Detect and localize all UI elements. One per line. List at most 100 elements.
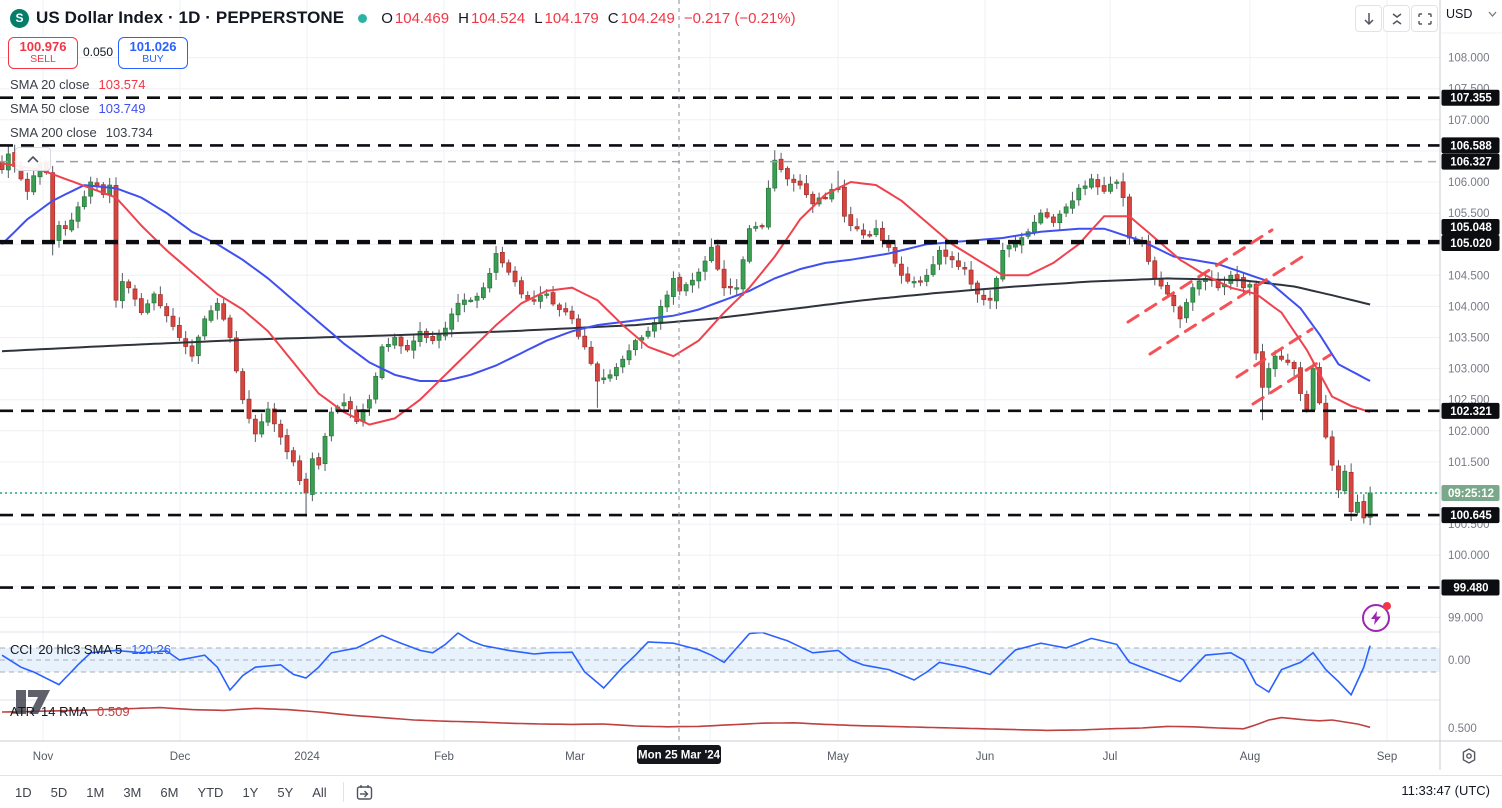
cci-line [1,631,1371,697]
price-axis-label-text: 09:25:12 [1448,488,1494,500]
quick-trade-button[interactable] [1362,602,1391,632]
price-tick-label: 0.500 [1448,723,1477,735]
range-1y-button[interactable]: 1Y [242,784,259,800]
sma50-label: SMA 50 close [10,101,90,116]
price-axis-label-text: 106.588 [1450,140,1492,152]
collapse-icon [1392,12,1401,25]
sma200-label: SMA 200 close [10,125,97,140]
legend-sma20[interactable]: SMA 20 close 103.574 [10,76,146,93]
time-axis[interactable]: Nov Dec 2024 Feb Mar May Jun Jul Aug Sep Mon 25 Ma… [33,745,1397,764]
time-tick-label: Jun [976,751,995,763]
range-all-button[interactable]: All [312,784,327,800]
notification-dot [1383,602,1391,610]
range-5d-button[interactable]: 5D [50,784,68,800]
time-axis-settings-button[interactable] [1458,746,1480,766]
time-tick-label: Mar [565,751,585,763]
go-to-date-button[interactable] [352,781,378,803]
bottom-toolbar: 1D 5D 1M 3M 6M YTD 1Y 5Y All 11:33:47 (U… [0,775,1502,808]
time-tick-label: Jul [1103,751,1118,763]
atr-title: ATR [10,704,36,719]
horizontal-level-lines[interactable] [0,96,1440,589]
currency-selector[interactable]: USD [1446,7,1497,21]
time-tick-label: Feb [434,751,454,763]
grid [0,0,1440,741]
range-ytd-button[interactable]: YTD [197,784,224,800]
crosshair-date-text: Mon 25 Mar '24 [638,750,721,762]
range-5y-button[interactable]: 5Y [277,784,294,800]
sell-price: 100.976 [19,39,67,55]
cci-params: 20 hlc3 SMA 5 [38,642,123,657]
fullscreen-button[interactable] [1411,5,1438,32]
symbol-title[interactable]: US Dollar Index · 1D · PEPPERSTONE [36,8,345,27]
scroll-to-latest-button[interactable] [1355,5,1382,32]
cci-value: 120.26 [131,642,171,657]
range-1m-button[interactable]: 1M [86,784,105,800]
low-label: L [534,9,543,27]
candlestick-series [0,144,1373,526]
price-axis-label [1441,219,1500,235]
legend-cci[interactable]: CCI 20 hlc3 SMA 5 120.26 [10,641,171,658]
price-tick-label: 108.000 [1448,53,1490,65]
gear-icon [1462,748,1476,764]
atr-line [1,706,1371,732]
price-tick-label: 0.00 [1448,655,1470,667]
price-axis-label [1441,137,1500,154]
time-tick-label: Aug [1240,751,1260,763]
price-tick-label: 103.000 [1448,364,1490,376]
price-axis-label-text: 99.480 [1453,583,1488,595]
price-axis-label-text: 100.645 [1450,510,1492,522]
sell-label: SELL [30,53,56,66]
time-tick-label: May [827,751,849,763]
collapse-pane-button[interactable] [1383,5,1410,32]
close-label: C [607,9,619,27]
arrow-down-icon [1363,12,1374,25]
legend-atr[interactable]: ATR 14 RMA 0.509 [10,703,130,720]
open-label: O [381,9,393,27]
sma200-line[interactable] [1,277,1371,353]
clock-utc[interactable]: 11:33:47 (UTC) [1401,783,1490,798]
buy-button[interactable]: 101.026 BUY [118,37,188,69]
time-tick-label: Nov [33,751,54,763]
ohlc-readout: O 104.469 H 104.524 L 104.179 C 104.249 … [381,10,795,27]
chevron-up-icon [27,155,39,163]
range-6m-button[interactable]: 6M [160,784,179,800]
price-axis[interactable]: 108.000107.500107.000106.000105.500104.5… [1441,0,1502,740]
high-label: H [458,9,469,27]
legend-sma200[interactable]: SMA 200 close 103.734 [10,124,153,141]
legend-sma50[interactable]: SMA 50 close 103.749 [10,100,146,117]
trend-channel-drawing[interactable] [1126,228,1332,406]
price-axis-label [1441,579,1500,596]
price-axis-label-text: 102.321 [1450,406,1492,418]
price-axis-label [1441,507,1500,524]
buy-price: 101.026 [129,39,177,55]
range-1d-button[interactable]: 1D [15,784,32,800]
sma200-value: 103.734 [105,125,153,140]
price-tick-label: 103.500 [1448,333,1490,345]
symbol-logo-icon[interactable]: S [10,8,29,28]
buy-label: BUY [142,53,164,66]
close-value: 104.249 [620,9,675,27]
price-tick-label: 100.000 [1448,550,1490,562]
chevron-down-icon [1488,11,1497,17]
sma50-value: 103.749 [98,101,146,116]
range-3m-button[interactable]: 3M [123,784,142,800]
price-axis-label [1441,402,1500,419]
time-tick-label: Sep [1377,751,1397,763]
time-tick-label: 2024 [294,751,320,763]
cci-title: CCI [10,642,33,657]
high-value: 104.524 [470,9,526,27]
price-tick-label: 102.000 [1448,426,1490,438]
price-axis-label-text: 107.355 [1450,93,1492,105]
symbol-header: S US Dollar Index · 1D · PEPPERSTONE O 1… [10,6,796,30]
change-value: −0.217 (−0.21%) [683,9,796,27]
price-axis-label-text: 105.048 [1450,222,1492,234]
price-axis-label [1441,485,1500,501]
low-value: 104.179 [544,9,599,27]
sma20-line[interactable] [1,162,1371,426]
sell-button[interactable]: 100.976 SELL [8,37,78,69]
collapse-trading-panel-button[interactable] [15,147,51,171]
price-axis-label-text: 106.327 [1450,157,1492,169]
price-axis-label [1441,153,1500,170]
time-tick-label: Dec [170,751,191,763]
